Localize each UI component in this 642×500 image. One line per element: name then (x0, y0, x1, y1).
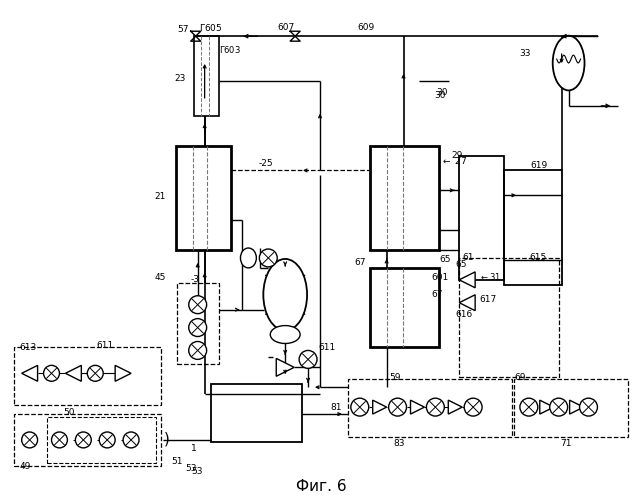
Bar (176, 146, 230, 250)
Text: 57: 57 (177, 24, 189, 34)
Text: 33: 33 (519, 48, 530, 58)
Text: 53: 53 (191, 468, 202, 476)
Text: 29: 29 (451, 151, 463, 160)
Polygon shape (448, 400, 462, 414)
Text: 616: 616 (455, 310, 473, 319)
Text: 67: 67 (431, 290, 443, 299)
Circle shape (388, 398, 406, 416)
Circle shape (189, 296, 207, 314)
Text: $\leftarrow$31: $\leftarrow$31 (479, 272, 501, 282)
Text: 617: 617 (479, 295, 496, 304)
Text: 45: 45 (155, 274, 166, 282)
Bar (514, 380, 629, 437)
Bar (370, 146, 439, 250)
Ellipse shape (263, 259, 307, 330)
Bar (459, 258, 559, 378)
Bar (348, 380, 512, 437)
Circle shape (100, 432, 115, 448)
Polygon shape (569, 400, 584, 414)
Text: 69: 69 (514, 373, 525, 382)
Text: 30: 30 (435, 92, 446, 100)
Text: 615: 615 (530, 254, 547, 262)
Circle shape (550, 398, 568, 416)
Text: 50: 50 (64, 408, 75, 416)
Polygon shape (459, 272, 475, 288)
Circle shape (189, 342, 207, 359)
Text: Фиг. 6: Фиг. 6 (296, 479, 346, 494)
Text: 81: 81 (330, 402, 342, 411)
Circle shape (520, 398, 538, 416)
Polygon shape (65, 366, 82, 382)
Circle shape (299, 350, 317, 368)
Text: 21: 21 (155, 192, 166, 201)
Circle shape (123, 432, 139, 448)
Circle shape (44, 366, 60, 382)
Text: 65: 65 (455, 260, 467, 270)
Circle shape (464, 398, 482, 416)
Ellipse shape (553, 36, 584, 90)
Polygon shape (276, 358, 294, 376)
Text: 71: 71 (560, 440, 571, 448)
Text: 65: 65 (440, 256, 451, 264)
Bar (46, 417, 156, 463)
Circle shape (259, 249, 277, 267)
Text: 611: 611 (96, 341, 114, 350)
Text: 1: 1 (191, 444, 196, 454)
Text: -25: -25 (258, 159, 273, 168)
Polygon shape (115, 366, 131, 382)
Circle shape (22, 432, 38, 448)
Polygon shape (22, 366, 38, 382)
Bar (13, 348, 161, 405)
Text: 23: 23 (175, 74, 186, 84)
Bar (13, 414, 161, 466)
Text: 619: 619 (530, 161, 548, 170)
Text: 611: 611 (318, 343, 335, 352)
Circle shape (426, 398, 444, 416)
Polygon shape (410, 400, 424, 414)
Bar (459, 156, 504, 280)
Bar (177, 283, 218, 364)
Polygon shape (373, 400, 386, 414)
Text: 49: 49 (20, 462, 31, 471)
Bar (194, 36, 218, 116)
Text: -3: -3 (191, 276, 200, 284)
Text: 61: 61 (462, 254, 474, 262)
Ellipse shape (270, 326, 300, 344)
Bar (370, 268, 439, 347)
Circle shape (51, 432, 67, 448)
Ellipse shape (241, 248, 256, 268)
Circle shape (351, 398, 369, 416)
Text: $\leftarrow$ 27: $\leftarrow$ 27 (441, 155, 468, 166)
Text: 83: 83 (394, 440, 405, 448)
Polygon shape (459, 294, 475, 310)
Text: 59: 59 (390, 373, 401, 382)
Text: ): ) (164, 432, 169, 446)
Text: 609: 609 (358, 22, 375, 32)
Text: 613: 613 (20, 343, 37, 352)
Circle shape (75, 432, 91, 448)
Bar (504, 170, 562, 285)
Circle shape (189, 318, 207, 336)
Circle shape (87, 366, 103, 382)
Text: 67: 67 (355, 258, 367, 268)
Polygon shape (540, 400, 553, 414)
Text: 30: 30 (437, 88, 448, 98)
Text: $\Gamma$605: $\Gamma$605 (198, 22, 222, 32)
Circle shape (580, 398, 598, 416)
Text: 51: 51 (171, 458, 182, 466)
Text: 601: 601 (431, 274, 449, 282)
Text: $\Gamma$603: $\Gamma$603 (218, 44, 241, 54)
Text: 53: 53 (185, 464, 196, 473)
Bar (211, 384, 302, 442)
Text: 607: 607 (277, 22, 295, 32)
